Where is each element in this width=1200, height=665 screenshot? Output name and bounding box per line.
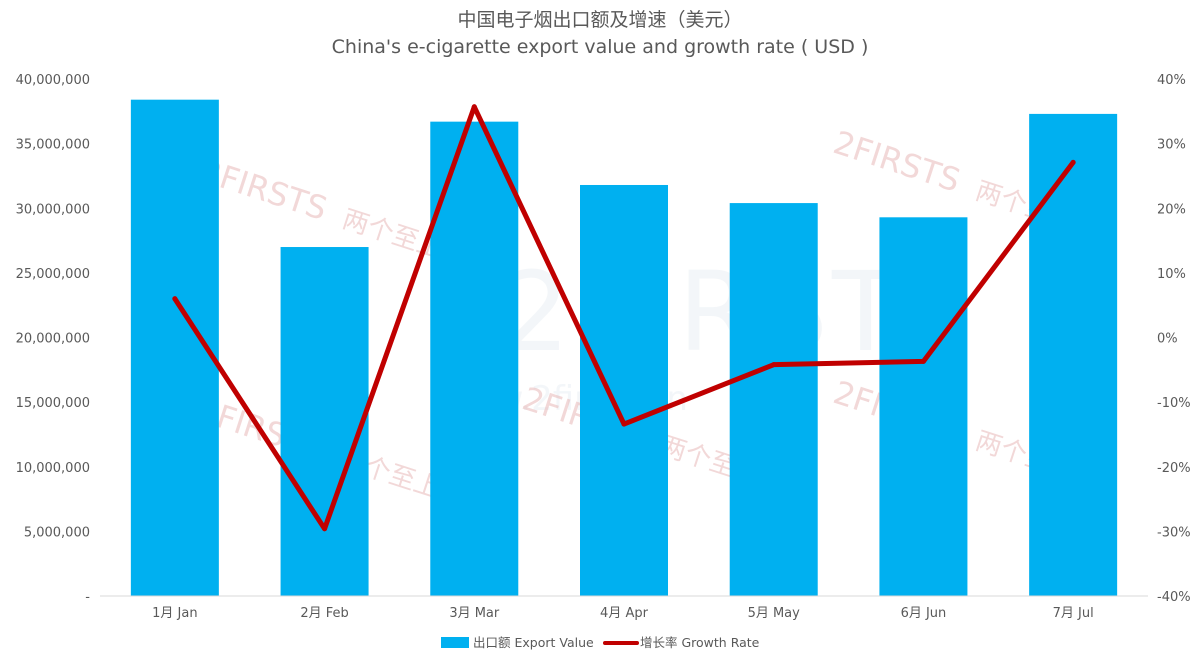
right-axis: -40% -30% -20% -10% 0% 10% 20% 30% 40%	[1157, 73, 1191, 605]
x-axis-tick-label: 2月 Feb	[300, 606, 348, 621]
x-axis-tick-label: 5月 May	[748, 606, 801, 621]
left-axis-tick-label: 40,000,000	[16, 73, 90, 88]
right-axis-tick-label: 20%	[1157, 202, 1186, 217]
left-axis: - 5,000,000 10,000,000 15,000,000 20,000,000…	[16, 73, 91, 605]
right-axis-tick-label: 10%	[1157, 267, 1186, 282]
right-axis-tick-label: 0%	[1157, 332, 1178, 347]
left-axis-tick-label: -	[85, 590, 90, 605]
chart-title: 中国电子烟出口额及增速（美元）	[457, 9, 742, 31]
right-axis-tick-label: -40%	[1157, 590, 1191, 605]
bar-export-value	[430, 121, 519, 596]
x-axis-tick-label: 4月 Apr	[600, 606, 649, 621]
left-axis-tick-label: 25,000,000	[16, 267, 90, 282]
x-axis-tick-label: 3月 Mar	[449, 606, 500, 621]
left-axis-tick-label: 15,000,000	[16, 396, 90, 411]
watermark-brand-2: 2FIRSTS	[829, 123, 965, 200]
bar-export-value	[1029, 113, 1118, 597]
line-point-growth-rate	[172, 296, 178, 302]
right-axis-tick-label: -20%	[1157, 461, 1191, 476]
left-axis-tick-label: 30,000,000	[16, 202, 90, 217]
left-axis-tick-label: 5,000,000	[24, 525, 90, 540]
line-point-growth-rate	[621, 421, 627, 427]
x-axis-tick-label: 7月 Jul	[1053, 606, 1094, 621]
chart-subtitle: China's e-cigarette export value and gro…	[332, 36, 869, 58]
right-axis-tick-label: 30%	[1157, 138, 1186, 153]
left-axis-tick-label: 20,000,000	[16, 332, 90, 347]
line-point-growth-rate	[471, 104, 477, 110]
legend-label-export-value: 出口额 Export Value	[473, 635, 594, 650]
bar-export-value	[729, 203, 818, 596]
left-axis-tick-label: 10,000,000	[16, 461, 90, 476]
line-point-growth-rate	[920, 358, 926, 364]
x-axis: 1月 Jan 2月 Feb 3月 Mar 4月 Apr 5月 May 6月 Jun 7月 J…	[152, 606, 1094, 621]
legend-swatch-export-value	[441, 637, 469, 648]
line-point-growth-rate	[771, 362, 777, 368]
left-axis-tick-label: 35,000,000	[16, 138, 90, 153]
right-axis-tick-label: -30%	[1157, 525, 1191, 540]
bar-export-value	[879, 217, 968, 597]
x-axis-tick-label: 6月 Jun	[901, 606, 947, 621]
bar-export-value	[580, 184, 668, 597]
bar-export-value	[280, 247, 369, 596]
line-point-growth-rate	[322, 526, 328, 532]
bar-series	[130, 99, 1118, 597]
legend-label-growth-rate: 增长率 Growth Rate	[640, 635, 760, 650]
right-axis-tick-label: -10%	[1157, 396, 1191, 411]
legend: 出口额 Export Value 增长率 Growth Rate	[441, 635, 760, 650]
x-axis-tick-label: 1月 Jan	[152, 606, 197, 621]
line-series	[172, 104, 1076, 532]
right-axis-tick-label: 40%	[1157, 73, 1186, 88]
line-point-growth-rate	[1070, 159, 1076, 165]
